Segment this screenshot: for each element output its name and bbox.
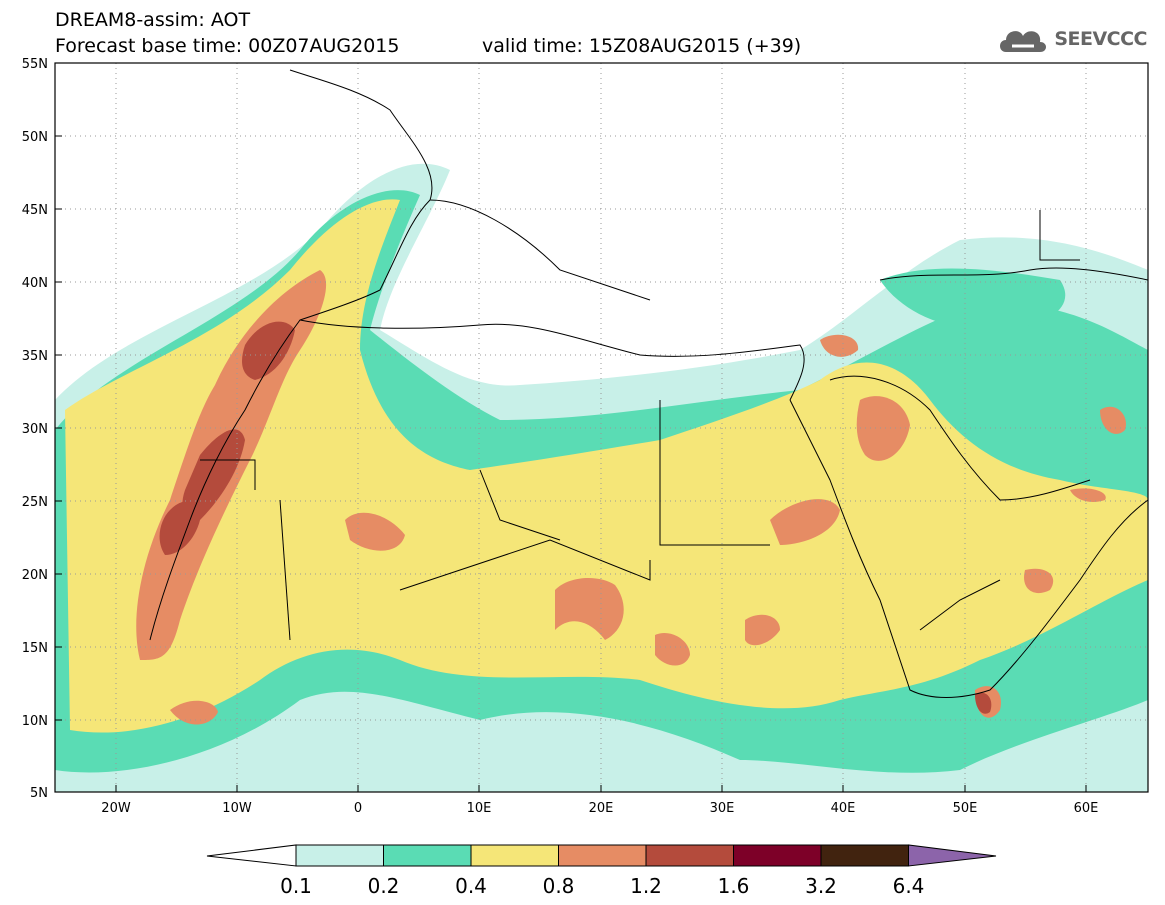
- coastlines-borders: [149, 69, 1148, 698]
- aot-level-0-4: [65, 199, 1148, 733]
- lat-label: 35N: [22, 349, 48, 364]
- aot-field: [55, 63, 1148, 792]
- lat-label: 30N: [22, 422, 48, 437]
- colorbar-swatch: [383, 844, 472, 867]
- lon-label: 50E: [953, 801, 978, 816]
- colorbar-tick-label: 3.2: [805, 874, 837, 898]
- forecast-base-time: Forecast base time: 00Z07AUG2015: [55, 35, 400, 57]
- lon-label: 10W: [222, 801, 252, 816]
- colorbar-tick-label: 6.4: [893, 874, 925, 898]
- colorbar-swatch: [470, 844, 559, 867]
- lat-label: 45N: [22, 203, 48, 218]
- lon-label: 40E: [831, 801, 856, 816]
- colorbar-tick-label: 0.1: [280, 874, 312, 898]
- lat-label: 20N: [22, 568, 48, 583]
- valid-time: valid time: 15Z08AUG2015 (+39): [482, 35, 802, 57]
- lat-label: 40N: [22, 276, 48, 291]
- lat-label: 55N: [22, 57, 48, 72]
- lat-label: 10N: [22, 714, 48, 729]
- colorbar-tick-label: 0.2: [368, 874, 400, 898]
- colorbar-left-arrow: [206, 844, 297, 867]
- lon-label: 20W: [101, 801, 131, 816]
- seevccc-logo: SEEVCCC: [996, 22, 1147, 56]
- axis-ticks: [55, 62, 1087, 793]
- colorbar-swatch: [733, 844, 822, 867]
- logo-text: SEEVCCC: [1054, 28, 1147, 50]
- lon-label: 0: [354, 801, 362, 816]
- lat-labels: 55N 50N 45N 40N 35N 30N 25N 20N 15N 10N …: [22, 57, 48, 801]
- lat-label: 5N: [30, 786, 48, 801]
- colorbar-swatch: [295, 844, 384, 867]
- colorbar-right-arrow: [908, 844, 997, 867]
- lon-label: 10E: [467, 801, 492, 816]
- colorbar-tick-label: 0.4: [455, 874, 487, 898]
- lat-label: 15N: [22, 641, 48, 656]
- lon-label: 30E: [710, 801, 735, 816]
- graticule: [55, 63, 1148, 792]
- lat-label: 25N: [22, 495, 48, 510]
- lon-label: 60E: [1074, 801, 1099, 816]
- colorbar-tick-label: 1.6: [718, 874, 750, 898]
- lat-label: 50N: [22, 130, 48, 145]
- colorbar-tick-label: 1.2: [630, 874, 662, 898]
- colorbar-swatch: [820, 844, 909, 867]
- lon-labels: 20W 10W 0 10E 20E 30E 40E 50E 60E: [101, 801, 1098, 816]
- colorbar-tick-label: 0.8: [543, 874, 575, 898]
- lon-label: 20E: [589, 801, 614, 816]
- cloud-icon: [1000, 31, 1047, 52]
- map-title: DREAM8-assim: AOT: [55, 9, 251, 31]
- colorbar: 0.1 0.2 0.4 0.8 1.2 1.6 3.2 6.4: [206, 844, 997, 898]
- colorbar-swatch: [645, 844, 734, 867]
- colorbar-swatch: [558, 844, 647, 867]
